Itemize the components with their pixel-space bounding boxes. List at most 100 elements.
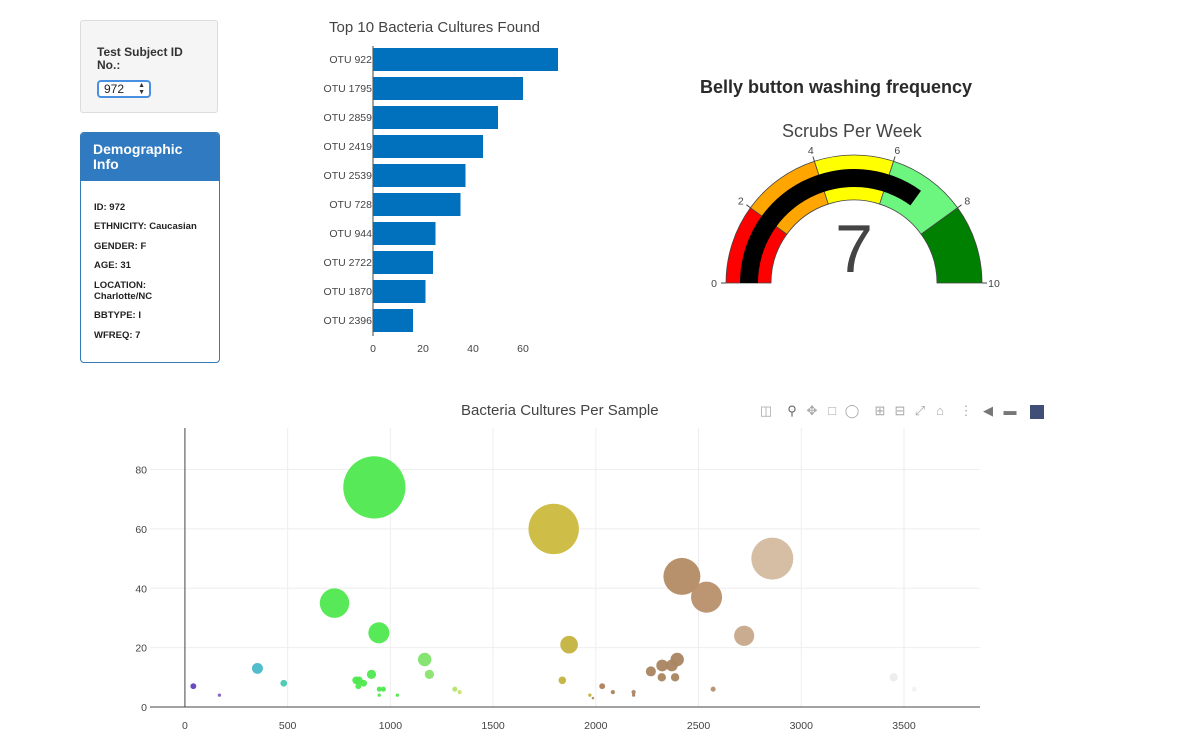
zoom-in-icon[interactable]: ⊞ <box>874 403 886 418</box>
gauge-tick-label: 4 <box>808 145 814 157</box>
bubble <box>528 503 579 555</box>
bubble <box>656 659 669 672</box>
bubble <box>599 683 606 690</box>
reset-axes-icon[interactable]: ⌂ <box>936 403 944 418</box>
bubble-chart-title: Bacteria Cultures Per Sample <box>461 402 659 419</box>
autoscale-icon[interactable]: ⤢ <box>914 403 926 418</box>
bubble <box>280 679 288 687</box>
demographic-ethnicity: ETHNICITY: Caucasian <box>94 221 197 232</box>
bar <box>373 48 558 71</box>
bubble <box>360 679 368 687</box>
subject-id-value: 972 <box>104 82 125 96</box>
bubble <box>395 693 400 697</box>
bubble <box>657 673 666 682</box>
hover-closest-icon[interactable]: ◀ <box>983 403 993 418</box>
demographic-panel: Demographic Info ID: 972 ETHNICITY: Cauc… <box>80 132 220 363</box>
bubble <box>251 662 263 674</box>
bubble <box>217 693 222 697</box>
bubble <box>631 690 636 695</box>
bar-category-label: OTU 2396 <box>324 315 373 327</box>
bubble <box>665 659 678 672</box>
bar-category-label: OTU 2722 <box>324 257 373 269</box>
bubble <box>631 693 636 697</box>
bubble <box>645 666 656 677</box>
camera-icon[interactable]: ◫ <box>759 403 773 418</box>
pan-icon[interactable]: ✥ <box>806 403 818 418</box>
bar-x-tick-label: 0 <box>370 343 376 355</box>
demographic-panel-title: Demographic Info <box>81 133 219 181</box>
subject-id-select[interactable]: 972 ▲ ▼ <box>97 80 151 98</box>
bubble-x-tick-label: 500 <box>279 720 297 732</box>
bubble <box>452 686 458 692</box>
gauge-subtitle: Scrubs Per Week <box>782 121 922 141</box>
gauge-tick <box>812 156 815 162</box>
bubble <box>376 686 382 692</box>
bar <box>373 280 426 303</box>
bubble-x-tick-label: 0 <box>182 720 188 732</box>
bar <box>373 164 466 187</box>
box-select-icon[interactable]: □ <box>828 403 836 418</box>
bubble <box>734 625 755 646</box>
bar <box>373 77 523 100</box>
bubble-y-tick-label: 80 <box>135 465 147 477</box>
gauge-value-bar <box>740 169 922 283</box>
gauge-chart: 0 2 4 6 8 10 7 <box>711 145 1000 290</box>
subject-id-label: Test Subject ID No.: <box>97 45 183 72</box>
bubble <box>911 686 917 692</box>
bubble <box>889 673 898 682</box>
gauge-tick <box>746 204 751 209</box>
subject-selector-panel: Test Subject ID No.: 972 ▲ ▼ <box>80 20 218 113</box>
bar-category-label: OTU 2539 <box>324 170 373 182</box>
bar-chart: OTU 922 OTU 1795 OTU 2859 OTU 2419 OTU 2539 O… <box>324 46 558 355</box>
bubble <box>424 669 435 679</box>
demographic-age: AGE: 31 <box>94 260 131 271</box>
bar-category-label: OTU 1870 <box>324 286 373 298</box>
bubble <box>457 690 462 695</box>
demographic-id: ID: 972 <box>94 202 126 213</box>
hover-compare-icon[interactable]: ▬ <box>1003 403 1017 418</box>
bar <box>373 135 483 158</box>
bar-category-label: OTU 1795 <box>324 83 373 95</box>
bar-x-tick-label: 60 <box>517 343 529 355</box>
bubble <box>560 635 578 654</box>
bubble <box>380 686 386 692</box>
bar-category-label: OTU 2859 <box>324 112 373 124</box>
lasso-select-icon[interactable]: ◯ <box>844 403 860 418</box>
plotly-logo-icon[interactable] <box>1030 405 1044 419</box>
bar-x-tick-label: 40 <box>467 343 479 355</box>
spike-lines-icon[interactable]: ⋮ <box>959 403 973 418</box>
bar <box>373 309 413 332</box>
bubble-x-tick-label: 2500 <box>687 720 711 732</box>
bubble <box>355 683 362 690</box>
bubble <box>190 683 197 690</box>
bubble <box>366 669 377 679</box>
plot-toolbar: ◫ ⚲ ✥ □ ◯ ⊞ ⊟ ⤢ ⌂ ⋮ ◀ ▬ <box>756 402 1046 420</box>
bubble-y-tick-label: 40 <box>135 583 147 595</box>
bubble <box>670 673 680 682</box>
gauge-tick <box>893 156 896 162</box>
bar-category-label: OTU 728 <box>329 199 372 211</box>
bar <box>373 106 498 129</box>
bar-chart-title: Top 10 Bacteria Cultures Found <box>329 19 540 36</box>
bubble <box>710 686 716 692</box>
bubble <box>588 693 592 697</box>
bubble-chart: 0 500 1000 1500 2000 2500 3000 3500 0 20 40 60 80 <box>135 428 980 732</box>
bubble-x-tick-label: 1500 <box>481 720 505 732</box>
bubble-x-tick-label: 2000 <box>584 720 608 732</box>
bubble <box>417 652 432 667</box>
gauge-value-label: 7 <box>835 211 873 287</box>
bubble-y-tick-label: 60 <box>135 524 147 536</box>
bubble <box>558 676 567 685</box>
select-arrows-icon: ▲ ▼ <box>138 82 145 96</box>
gauge-tick-label: 6 <box>894 145 900 157</box>
bubble <box>691 581 723 613</box>
bubble-x-tick-label: 1000 <box>379 720 403 732</box>
bubble <box>610 690 615 695</box>
bar <box>373 251 433 274</box>
bar-x-tick-label: 20 <box>417 343 429 355</box>
bubble-y-tick-label: 20 <box>135 643 147 655</box>
zoom-out-icon[interactable]: ⊟ <box>894 403 906 418</box>
bubble-x-tick-label: 3000 <box>790 720 814 732</box>
bubble <box>319 588 350 618</box>
zoom-icon[interactable]: ⚲ <box>787 403 797 418</box>
